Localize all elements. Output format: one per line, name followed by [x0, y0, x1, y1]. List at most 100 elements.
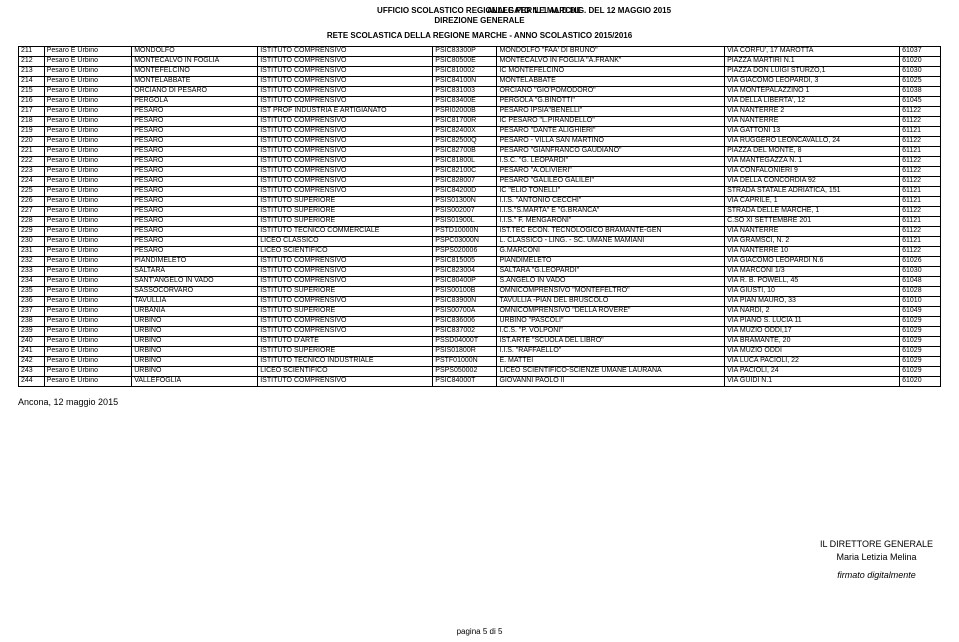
table-row: 236Pesaro E UrbinoTAVULLIAISTITUTO COMPR…	[19, 296, 941, 306]
table-cell: LICEO CLASSICO	[258, 236, 433, 246]
table-cell: 61026	[900, 256, 941, 266]
table-cell: PSIC810002	[433, 66, 497, 76]
table-cell: 234	[19, 276, 45, 286]
table-cell: VIA PACIOLI, 24	[725, 366, 900, 376]
table-cell: 213	[19, 66, 45, 76]
table-cell: 61010	[900, 296, 941, 306]
table-cell: Pesaro E Urbino	[44, 306, 132, 316]
table-cell: URBINO	[132, 346, 258, 356]
table-cell: 61122	[900, 246, 941, 256]
table-row: 212Pesaro E UrbinoMONTECALVO IN FOGLIAIS…	[19, 56, 941, 66]
table-cell: VIA NANTERRE 2	[725, 106, 900, 116]
table-cell: PESARO	[132, 236, 258, 246]
table-cell: Pesaro E Urbino	[44, 176, 132, 186]
table-cell: Pesaro E Urbino	[44, 206, 132, 216]
table-cell: Pesaro E Urbino	[44, 366, 132, 376]
table-cell: PESARO	[132, 146, 258, 156]
table-cell: C.SO XI SETTEMBRE 201	[725, 216, 900, 226]
table-cell: 219	[19, 126, 45, 136]
table-cell: ISTITUTO COMPRENSIVO	[258, 146, 433, 156]
table-cell: 217	[19, 106, 45, 116]
table-cell: PESARO	[132, 176, 258, 186]
table-cell: VIA MANTEGAZZA N. 1	[725, 156, 900, 166]
table-row: 242Pesaro E UrbinoURBINOISTITUTO TECNICO…	[19, 356, 941, 366]
table-cell: 225	[19, 186, 45, 196]
table-cell: 216	[19, 96, 45, 106]
table-cell: PESARO "DANTE ALIGHIERI"	[497, 126, 725, 136]
table-cell: ISTITUTO COMPRENSIVO	[258, 126, 433, 136]
table-cell: IST PROF INDUSTRIA E ARTIGIANATO	[258, 106, 433, 116]
table-cell: I.I.S." F. MENGARONI"	[497, 216, 725, 226]
table-cell: Pesaro E Urbino	[44, 266, 132, 276]
table-cell: Pesaro E Urbino	[44, 186, 132, 196]
table-cell: PSIC83400E	[433, 96, 497, 106]
table-cell: VIA DELLA CONCORDIA 92	[725, 176, 900, 186]
table-cell: ISTITUTO SUPERIORE	[258, 196, 433, 206]
table-cell: PIAZZA DON LUIGI STURZO,1	[725, 66, 900, 76]
table-cell: ISTITUTO SUPERIORE	[258, 306, 433, 316]
table-cell: 228	[19, 216, 45, 226]
table-cell: OMNICOMPRENSIVO "MONTEFELTRO"	[497, 286, 725, 296]
table-cell: PSIC80400P	[433, 276, 497, 286]
table-cell: 61029	[900, 346, 941, 356]
table-cell: 61122	[900, 206, 941, 216]
table-cell: VIA MARCONI 1/3	[725, 266, 900, 276]
table-cell: S.ANGELO IN VADO	[497, 276, 725, 286]
table-cell: PSIC84200D	[433, 186, 497, 196]
table-cell: URBINO	[132, 326, 258, 336]
table-cell: SANT'ANGELO IN VADO	[132, 276, 258, 286]
table-cell: 61020	[900, 56, 941, 66]
table-cell: 227	[19, 206, 45, 216]
table-row: 235Pesaro E UrbinoSASSOCORVAROISTITUTO S…	[19, 286, 941, 296]
table-cell: 222	[19, 156, 45, 166]
table-cell: VIA CONFALONIERI 9	[725, 166, 900, 176]
table-cell: URBINO	[132, 356, 258, 366]
table-cell: 220	[19, 136, 45, 146]
table-cell: PSIC837002	[433, 326, 497, 336]
table-cell: PESARO	[132, 196, 258, 206]
table-cell: VIA GUIDI N.1	[725, 376, 900, 386]
table-cell: Pesaro E Urbino	[44, 316, 132, 326]
table-row: 220Pesaro E UrbinoPESAROISTITUTO COMPREN…	[19, 136, 941, 146]
table-cell: 235	[19, 286, 45, 296]
table-cell: PSIC828007	[433, 176, 497, 186]
table-cell: LICEO SCIENTIFICO	[258, 366, 433, 376]
table-cell: PSTD10000N	[433, 226, 497, 236]
table-cell: 61048	[900, 276, 941, 286]
table-cell: URBINO	[132, 366, 258, 376]
table-cell: 230	[19, 236, 45, 246]
table-cell: PESARO	[132, 126, 258, 136]
table-cell: Pesaro E Urbino	[44, 76, 132, 86]
table-cell: 61122	[900, 106, 941, 116]
header-allegato: ALLEGATO N. 1 AL D.D.G. DEL 12 MAGGIO 20…	[487, 6, 671, 16]
table-cell: 215	[19, 86, 45, 96]
table-cell: VIA NARDI, 2	[725, 306, 900, 316]
footer-sig-name: Maria Letizia Melina	[820, 551, 933, 564]
table-row: 214Pesaro E UrbinoMONTELABBATEISTITUTO C…	[19, 76, 941, 86]
table-row: 227Pesaro E UrbinoPESAROISTITUTO SUPERIO…	[19, 206, 941, 216]
table-row: 221Pesaro E UrbinoPESAROISTITUTO COMPREN…	[19, 146, 941, 156]
table-cell: Pesaro E Urbino	[44, 226, 132, 236]
table-cell: SALTARA "G.LEOPARDI"	[497, 266, 725, 276]
table-cell: MONDOLFO "FAA' DI BRUNO"	[497, 46, 725, 56]
table-row: 225Pesaro E UrbinoPESAROISTITUTO COMPREN…	[19, 186, 941, 196]
table-cell: MONTECALVO IN FOGLIA "A.FRANK"	[497, 56, 725, 66]
table-cell: PSIC82700B	[433, 146, 497, 156]
table-cell: G.MARCONI	[497, 246, 725, 256]
table-cell: 61038	[900, 86, 941, 96]
table-cell: MONTELABBATE	[132, 76, 258, 86]
table-cell: Pesaro E Urbino	[44, 56, 132, 66]
table-cell: LICEO SCIENTIFICO-SCIENZE UMANE LAURANA	[497, 366, 725, 376]
table-cell: VIA GIACOMO LEOPARDI N.6	[725, 256, 900, 266]
table-cell: PSPC03000N	[433, 236, 497, 246]
table-cell: PSSD04000T	[433, 336, 497, 346]
table-cell: PSIC82500Q	[433, 136, 497, 146]
table-cell: ISTITUTO COMPRENSIVO	[258, 316, 433, 326]
table-cell: 61029	[900, 366, 941, 376]
table-cell: ISTITUTO SUPERIORE	[258, 346, 433, 356]
table-cell: IST.ARTE "SCUOLA DEL LIBRO"	[497, 336, 725, 346]
table-cell: VIA PIANO S. LUCIA 11	[725, 316, 900, 326]
table-cell: ISTITUTO COMPRENSIVO	[258, 326, 433, 336]
table-cell: PSIC80500E	[433, 56, 497, 66]
table-cell: 240	[19, 336, 45, 346]
